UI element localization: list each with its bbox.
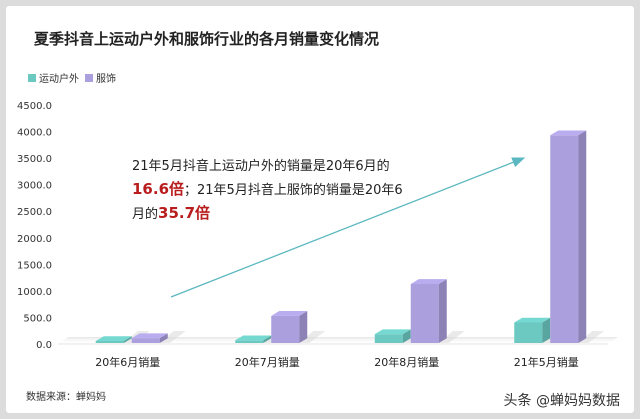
data-source: 数据来源：蝉妈妈 [26, 392, 106, 403]
annotation-text-1: 21年5月抖音上运动户外的销量是20年6月的 [132, 159, 390, 174]
y-tick-label: 1000.0 [17, 287, 52, 298]
bar-apparel [410, 283, 439, 343]
bar-apparel-side [159, 333, 168, 343]
bar-apparel-shadow [299, 331, 326, 343]
watermark: 头条 @蝉妈妈数据 [503, 393, 620, 409]
bar-sports-side [542, 317, 551, 343]
bar-sports [235, 340, 264, 343]
x-tick-label: 20年8月销量 [374, 355, 439, 369]
bar-apparel [271, 315, 300, 343]
y-tick-label: 4000.0 [17, 128, 52, 139]
bar-apparel-side [438, 279, 447, 343]
bar-apparel-shadow [578, 331, 605, 343]
legend-swatch-sports [28, 73, 36, 82]
bar-apparel [131, 338, 160, 343]
bar-apparel-top [131, 333, 168, 339]
legend-swatch-apparel [85, 73, 93, 82]
bar-sports [514, 322, 543, 343]
y-tick-label: 3500.0 [17, 154, 52, 165]
y-tick-label: 2500.0 [17, 207, 52, 218]
bar-apparel [550, 135, 579, 343]
bar-sports [374, 334, 403, 343]
bar-sports-top [514, 317, 551, 323]
chart-card: 夏季抖音上运动户外和服饰行业的各月销量变化情况 运动户外 服饰 0.0 500.0… [6, 6, 634, 413]
bar-apparel-shadow [159, 331, 186, 343]
bar-sports-top [235, 335, 272, 341]
y-tick-label: 3000.0 [17, 181, 52, 192]
chart-legend: 运动户外 服饰 [28, 70, 116, 85]
annotation-value-sports: 16.6倍 [132, 180, 185, 198]
legend-label-sports: 运动户外 [39, 74, 79, 85]
x-tick-label: 20年6月销量 [95, 355, 160, 369]
bar-apparel-top [550, 130, 587, 136]
legend-label-apparel: 服饰 [96, 74, 116, 85]
bar-apparel-shadow [438, 331, 465, 343]
chart-annotation: 21年5月抖音上运动户外的销量是20年6月的 16.6倍；21年5月抖音上服饰的销… [132, 156, 404, 226]
bar-apparel-top [271, 311, 308, 316]
x-tick-label: 21年5月销量 [514, 355, 579, 369]
y-tick-label: 0.0 [36, 340, 52, 351]
x-tick-label: 20年7月销量 [235, 355, 300, 369]
bar-sports-side [123, 336, 132, 343]
annotation-value-apparel: 35.7倍 [158, 204, 211, 222]
y-tick-label: 2000.0 [17, 234, 52, 245]
y-tick-label: 4500.0 [17, 101, 52, 112]
bar-chart: 0.0 500.0 1000.0 1500.0 2000.0 2500.0 3000.0 35… [17, 101, 618, 369]
bar-sports-top [374, 329, 411, 335]
legend-item-sports: 运动户外 [28, 70, 79, 85]
annotation-text-2: ；21年5月抖音上服饰的销量是20年6月的 [132, 183, 403, 222]
chart-floor [58, 337, 618, 344]
y-tick-label: 1500.0 [17, 260, 52, 271]
bar-apparel-side [578, 130, 587, 343]
bar-sports-top [95, 336, 132, 341]
y-tick-label: 500.0 [23, 313, 52, 324]
chart-title: 夏季抖音上运动户外和服饰行业的各月销量变化情况 [34, 30, 380, 48]
bar-sports-side [402, 329, 411, 343]
bar-sports-side [263, 335, 272, 343]
bar-apparel-top [410, 279, 447, 284]
legend-item-apparel: 服饰 [85, 70, 116, 85]
bar-sports [95, 341, 124, 343]
trend-arrow [170, 157, 526, 298]
bar-apparel-side [299, 311, 308, 343]
